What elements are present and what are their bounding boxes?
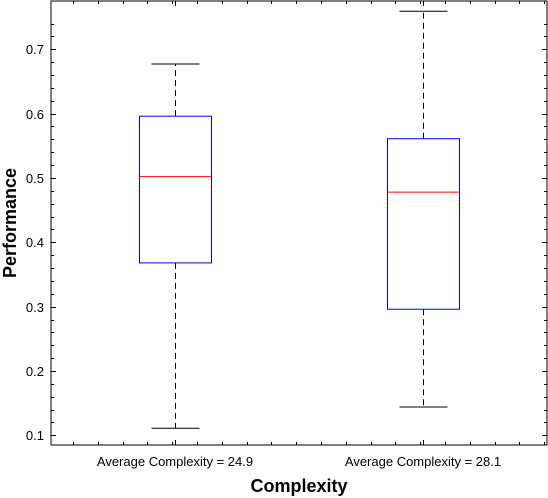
- plot-area-frame: [50, 0, 548, 446]
- y-axis-title: Performance: [0, 168, 20, 278]
- y-tick-label: 0.4: [26, 235, 44, 250]
- boxes-group: [139, 10, 460, 429]
- x-axis-title: Complexity: [250, 476, 347, 496]
- x-tick-label: Average Complexity = 24.9: [97, 454, 253, 469]
- x-axis-ticks: Average Complexity = 24.9 Average Complex…: [73, 1, 545, 469]
- box-iqr: [387, 138, 460, 310]
- y-tick-label: 0.2: [26, 364, 44, 379]
- y-tick-label: 0.7: [26, 42, 44, 57]
- y-tick-label: 0.5: [26, 171, 44, 186]
- box-iqr: [139, 115, 212, 264]
- y-tick-label: 0.1: [26, 428, 44, 443]
- y-tick-label: 0.3: [26, 300, 44, 315]
- y-axis-ticks: 0.1 0.2 0.3 0.4 0.5 0.6 0.7: [26, 24, 547, 443]
- x-tick-label: Average Complexity = 28.1: [345, 454, 501, 469]
- y-tick-label: 0.6: [26, 107, 44, 122]
